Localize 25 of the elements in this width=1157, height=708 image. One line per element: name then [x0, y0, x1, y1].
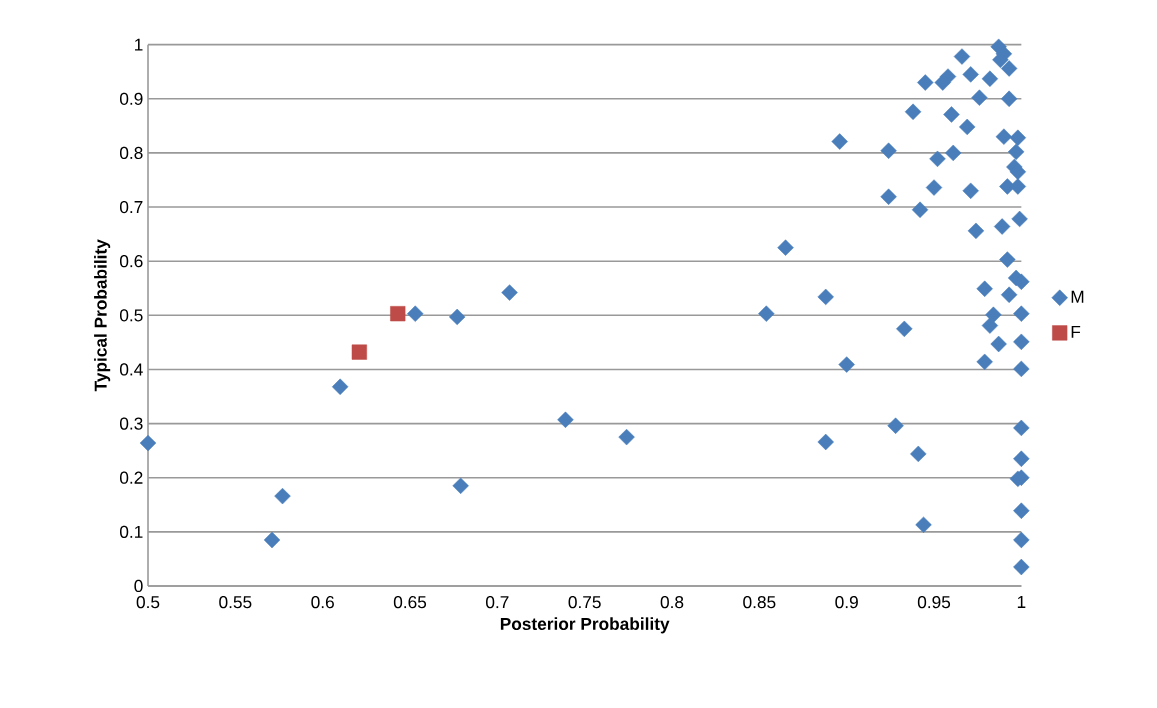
legend-label: F — [1071, 325, 1081, 338]
legend-label: M — [1071, 290, 1084, 303]
x-tick-label: 0.55 — [219, 596, 252, 609]
y-tick-label: 0.4 — [119, 363, 143, 376]
y-tick-label: 0 — [134, 579, 143, 593]
y-tick-label: 0.1 — [119, 525, 143, 538]
x-axis-title: Posterior Probability — [500, 617, 670, 634]
x-tick-label: 1 — [1017, 596, 1026, 608]
x-tick-label: 0.95 — [917, 596, 951, 609]
x-tick-label: 0.65 — [393, 596, 427, 609]
x-tick-label: 0.75 — [568, 596, 601, 609]
y-tick-label: 0.5 — [119, 309, 143, 322]
y-tick-label: 0.6 — [119, 255, 143, 268]
y-tick-label: 0.7 — [119, 200, 143, 214]
y-tick-label: 1 — [135, 38, 143, 51]
y-tick-label: 0.3 — [119, 417, 143, 430]
y-axis-title: Typical Probability — [94, 239, 111, 392]
y-tick-label: 0.8 — [119, 146, 143, 160]
y-tick-label: 0.2 — [119, 471, 143, 484]
x-tick-label: 0.8 — [660, 596, 684, 609]
x-tick-label: 0.6 — [311, 596, 334, 609]
y-tick-label: 0.9 — [119, 92, 143, 105]
x-tick-label: 0.9 — [835, 596, 858, 609]
x-tick-label: 0.7 — [486, 596, 509, 609]
x-tick-label: 0.85 — [743, 596, 776, 609]
